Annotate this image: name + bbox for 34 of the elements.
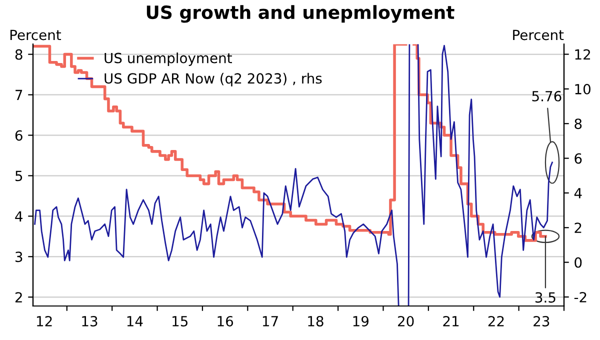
y-tick-label: 2 xyxy=(15,292,22,302)
y-axis-title: Percent xyxy=(10,30,62,40)
chart-title: US growth and unepmloyment xyxy=(146,5,454,23)
x-tick-label: 20 xyxy=(398,316,414,326)
y-tick-label: 3 xyxy=(16,252,22,262)
y2-tick-label: 8 xyxy=(574,118,582,130)
y2-tick-label: 12 xyxy=(575,49,590,60)
y2-tick-label: 10 xyxy=(575,84,590,94)
y-tick-label: 7 xyxy=(16,90,22,100)
y-tick-label: 6 xyxy=(15,130,22,141)
y-tick-label: 8 xyxy=(15,49,22,60)
x-tick-label: 18 xyxy=(308,316,324,326)
legend-label: US unemployment xyxy=(104,52,232,66)
y2-tick-label: 0 xyxy=(574,257,582,268)
y-tick-label: 4 xyxy=(15,211,22,222)
x-tick-label: 16 xyxy=(218,316,234,326)
y-tick-label: 5 xyxy=(16,170,22,182)
x-tick-label: 14 xyxy=(127,316,143,326)
x-tick-label: 15 xyxy=(172,316,188,326)
x-tick-label: 22 xyxy=(488,316,504,326)
annotation: 5.76 xyxy=(532,90,562,102)
y2-axis-title: Percent xyxy=(513,30,564,40)
x-tick-label: 19 xyxy=(353,316,368,326)
y2-tick-label: -2 xyxy=(574,292,586,302)
x-tick-label: 21 xyxy=(443,316,459,326)
x-tick-label: 13 xyxy=(82,316,98,326)
y2-tick-label: 2 xyxy=(574,222,582,233)
x-tick-label: 12 xyxy=(36,316,52,326)
y2-tick-label: 6 xyxy=(574,153,582,164)
annotation: 3.5 xyxy=(535,292,556,303)
y2-tick-label: 4 xyxy=(574,188,582,198)
legend-label: US GDP AR Now (q2 2023) , rhs xyxy=(104,72,322,86)
x-tick-label: 23 xyxy=(534,316,550,326)
x-tick-label: 17 xyxy=(262,316,278,326)
